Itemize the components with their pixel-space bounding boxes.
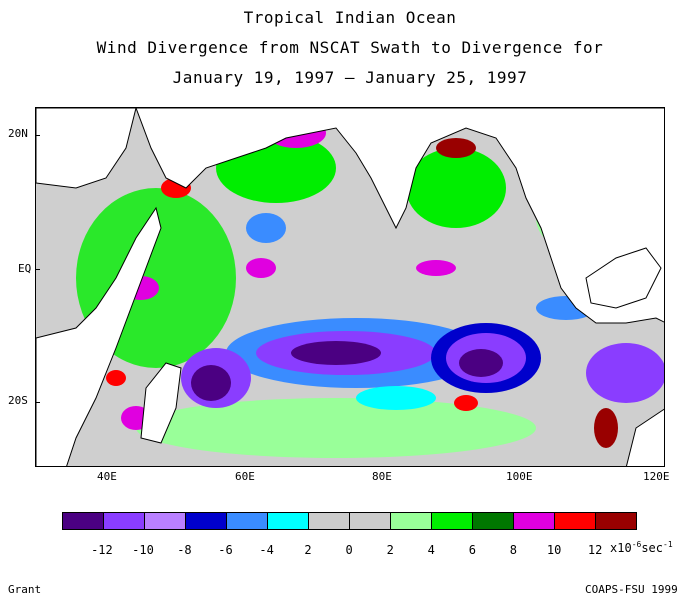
divergence-map — [35, 107, 665, 467]
legend-swatch — [186, 513, 227, 529]
lon-label-120e: 120E — [643, 470, 670, 483]
lat-label-20s: 20S — [8, 394, 28, 407]
lat-tick-eq — [35, 269, 40, 270]
units-exponent: -6 — [631, 540, 642, 549]
title-line-2: Wind Divergence from NSCAT Swath to Dive… — [96, 38, 604, 57]
land-masses — [36, 108, 664, 466]
legend-swatch — [391, 513, 432, 529]
legend-swatch — [473, 513, 514, 529]
legend-swatch — [555, 513, 596, 529]
legend-swatch — [596, 513, 636, 529]
lon-label-100e: 100E — [506, 470, 533, 483]
lat-tick-20n — [35, 135, 40, 136]
lat-tick-20s — [35, 402, 40, 403]
legend-label: 10 — [546, 543, 562, 557]
legend-label: 2 — [386, 543, 394, 557]
legend-label: 8 — [509, 543, 518, 557]
map-canvas — [36, 108, 664, 466]
legend-label: -8 — [177, 543, 192, 557]
color-legend — [62, 512, 637, 530]
legend-swatch — [268, 513, 309, 529]
legend-swatch — [63, 513, 104, 529]
legend-swatch — [227, 513, 268, 529]
legend-label: -6 — [218, 543, 233, 557]
legend-label: 6 — [468, 543, 476, 557]
legend-swatch — [145, 513, 186, 529]
legend-label: -10 — [132, 543, 154, 557]
legend-swatch — [104, 513, 145, 529]
lon-label-60e: 60E — [235, 470, 255, 483]
lon-label-40e: 40E — [97, 470, 117, 483]
legend-label: -4 — [259, 543, 274, 557]
legend-swatch — [350, 513, 391, 529]
units-suffix: sec — [641, 541, 664, 555]
legend-swatch — [309, 513, 350, 529]
units-prefix: x10 — [610, 541, 632, 555]
legend-label: 2 — [304, 543, 312, 557]
legend-label: 0 — [345, 543, 353, 557]
legend-label: -12 — [91, 543, 113, 557]
legend-swatch — [514, 513, 555, 529]
lon-label-80e: 80E — [372, 470, 392, 483]
title-line-3: January 19, 1997 – January 25, 1997 — [172, 68, 528, 87]
legend-swatch — [432, 513, 473, 529]
legend-label: 12 — [587, 543, 603, 557]
lat-label-20n: 20N — [8, 127, 28, 140]
credit-source: COAPS-FSU 1999 — [585, 583, 678, 596]
credit-author: Grant — [8, 583, 42, 596]
units-label: x10-6sec-1 — [610, 540, 673, 555]
title-line-1: Tropical Indian Ocean — [243, 8, 457, 27]
units-suffix-exponent: -1 — [663, 540, 673, 549]
lat-label-eq: EQ — [18, 262, 32, 275]
legend-label: 4 — [427, 543, 435, 557]
